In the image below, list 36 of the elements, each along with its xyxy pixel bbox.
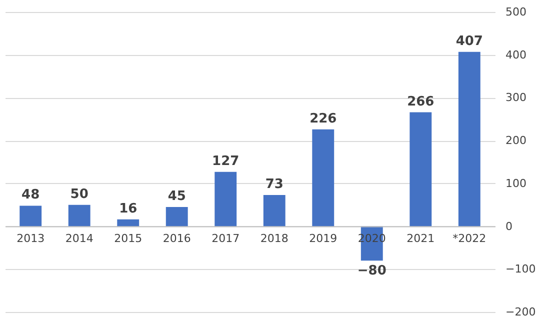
data-label: 226 (310, 111, 337, 126)
data-label: 73 (265, 177, 284, 192)
y-tick-label: 100 (506, 176, 526, 190)
x-tick-label: 2017 (212, 232, 240, 245)
data-label: 48 (22, 188, 40, 203)
x-tick-label: 2021 (406, 232, 435, 245)
data-label: 16 (119, 201, 138, 216)
data-label: 266 (407, 94, 434, 110)
y-tick-label: −100 (506, 262, 536, 276)
bar (117, 219, 140, 226)
bar (410, 112, 432, 226)
y-tick-label: 0 (506, 220, 512, 233)
bar (214, 172, 237, 226)
data-label: 127 (212, 154, 240, 169)
y-tick-label: 400 (506, 48, 526, 62)
x-tick-label: *2022 (452, 232, 486, 245)
x-tick-label: 2015 (114, 232, 142, 245)
bar (166, 207, 188, 226)
bar (20, 206, 42, 226)
data-label: 50 (70, 186, 88, 202)
x-tick-label: 2019 (309, 232, 338, 245)
data-label: 45 (168, 189, 186, 204)
y-tick-label: 200 (506, 134, 526, 148)
y-tick-label: 300 (506, 91, 526, 104)
bar (458, 52, 480, 226)
y-tick-label: −200 (506, 306, 536, 318)
data-label: −80 (357, 264, 386, 279)
bar (263, 195, 286, 226)
x-tick-label: 2018 (260, 232, 288, 245)
y-tick-label: 500 (506, 6, 526, 18)
bar (312, 129, 334, 226)
x-tick-label: 2013 (16, 232, 45, 245)
x-tick-label: 2014 (65, 232, 94, 245)
x-tick-label: 2016 (162, 232, 191, 245)
data-label: 407 (456, 34, 483, 49)
bar (68, 204, 90, 226)
